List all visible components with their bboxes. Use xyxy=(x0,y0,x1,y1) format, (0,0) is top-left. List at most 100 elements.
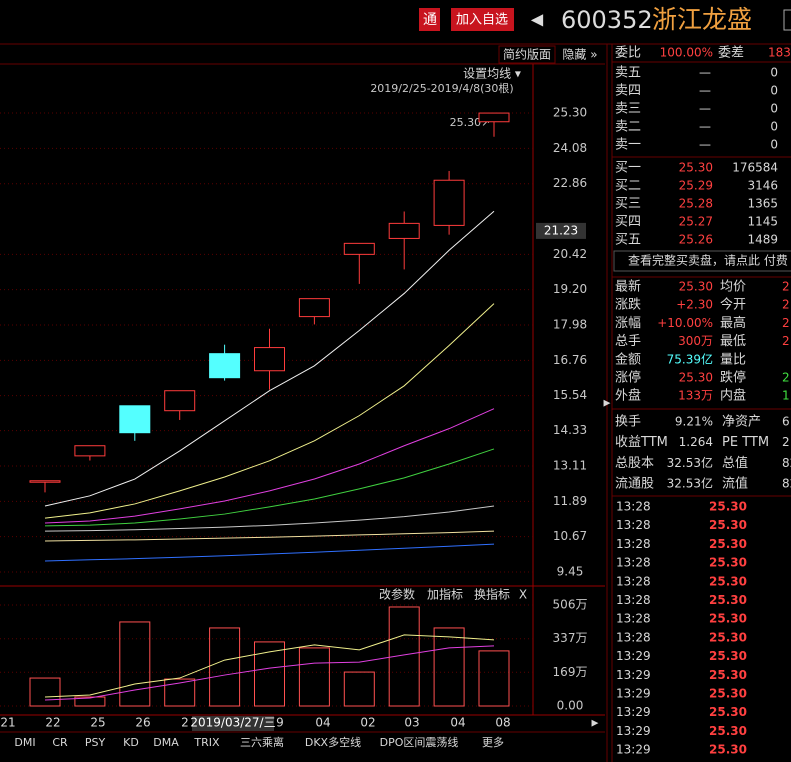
y-tick-label: 506万 xyxy=(553,597,588,611)
ma-line xyxy=(44,505,495,532)
indicator-tab[interactable]: PSY xyxy=(85,736,106,749)
y-tick-label: 11.89 xyxy=(553,494,587,508)
quote-label: 委比 xyxy=(615,46,641,61)
pane-button[interactable]: 换指标 xyxy=(474,587,510,602)
candle-body xyxy=(343,242,375,255)
x-tick-label: 22 xyxy=(45,716,60,730)
badge-bg[interactable] xyxy=(419,8,440,31)
badge[interactable]: 通 xyxy=(423,12,437,28)
book-price: 25.30 xyxy=(679,161,713,175)
scroll-arrow[interactable]: ▶ xyxy=(592,719,599,729)
stat-value: +2.30 xyxy=(676,298,713,312)
ma-button[interactable]: 设置均线 ▾ xyxy=(463,67,521,81)
stat-label: 均价 xyxy=(720,280,746,295)
volume-ma xyxy=(44,634,495,698)
stat-label: 量比 xyxy=(720,352,746,367)
info-value: 1.264 xyxy=(679,435,713,449)
add-button[interactable]: 加入自选 xyxy=(456,13,508,28)
pane-button[interactable]: 改参数 xyxy=(379,587,415,602)
book-price: 25.26 xyxy=(679,233,713,247)
indicator-tab[interactable]: KD xyxy=(123,736,139,749)
stat-label: 最新 xyxy=(615,279,641,295)
candle-body xyxy=(164,390,196,412)
info-label: 收益TTM xyxy=(615,435,668,450)
indicator-tab[interactable]: 更多 xyxy=(482,735,504,749)
tick-time: 13:29 xyxy=(616,687,651,701)
stat-value: +10.00% xyxy=(657,316,713,330)
info-value: 9.21% xyxy=(675,415,713,429)
back-arrow[interactable]: ◀ xyxy=(531,10,544,29)
book-label: 买五 xyxy=(615,233,641,248)
ma-line xyxy=(44,210,495,507)
x-tick-label: 2 xyxy=(181,716,189,730)
stat-value: 75.39亿 xyxy=(667,351,713,366)
info-value: 2 xyxy=(782,435,790,449)
y-tick-label: 13.11 xyxy=(553,459,587,473)
book-label: 买一 xyxy=(615,161,641,176)
stat-value: 25.30 xyxy=(679,371,713,385)
collapse-arrow[interactable]: ▶ xyxy=(604,399,611,409)
candle-body xyxy=(433,179,465,226)
stat-label: 涨跌 xyxy=(615,297,641,313)
volume-bar xyxy=(433,627,465,707)
y-tick-label: 14.33 xyxy=(553,423,587,437)
pane-button[interactable]: X xyxy=(519,588,527,602)
ma-line xyxy=(44,448,495,527)
indicator-tab[interactable]: DMI xyxy=(14,736,35,749)
info-value: 82 xyxy=(782,477,791,491)
stock-code: 600352 xyxy=(561,6,653,34)
y-tick-label: 9.45 xyxy=(557,564,584,578)
y-tick-label: 15.54 xyxy=(553,388,587,402)
book-price: — xyxy=(699,66,711,80)
info-label: 流通股 xyxy=(615,477,654,492)
book-label: 买二 xyxy=(615,179,641,194)
stat-label: 涨幅 xyxy=(615,316,641,331)
x-tick-label: 26 xyxy=(135,716,150,730)
toolbar-button[interactable]: 简约版面 xyxy=(503,47,551,62)
tick-price: 25.30 xyxy=(709,537,747,551)
full-book-link[interactable]: 查看完整买卖盘，请点此 付费 xyxy=(628,253,788,268)
volume-bar xyxy=(209,627,241,707)
tick-time: 13:29 xyxy=(616,705,651,719)
y-tick-label: 10.67 xyxy=(553,529,587,543)
y-tick-label: 25.30 xyxy=(553,106,587,120)
book-qty: 1365 xyxy=(747,197,778,211)
stat-label: 总手 xyxy=(615,334,641,349)
indicator-tab[interactable]: TRIX xyxy=(193,736,220,749)
x-tick-label: 04 xyxy=(450,716,465,730)
info-label: 总值 xyxy=(722,455,748,471)
stat-value: 1 xyxy=(782,389,790,403)
indicator-tab[interactable]: DKX多空线 xyxy=(305,735,361,749)
add-button-bg[interactable] xyxy=(451,8,514,31)
y-tick-label: 169万 xyxy=(553,665,588,679)
indicator-tab[interactable]: DPO区间震荡线 xyxy=(380,735,459,749)
book-label: 买三 xyxy=(615,197,641,212)
indicator-tab[interactable]: DMA xyxy=(153,736,179,749)
stat-label: 涨停 xyxy=(615,370,641,386)
tick-price: 25.30 xyxy=(709,612,747,626)
book-price: — xyxy=(699,102,711,116)
volume-bar xyxy=(254,641,285,707)
candle-body xyxy=(478,112,510,123)
info-value: 32.53亿 xyxy=(667,476,713,491)
info-label: 总股本 xyxy=(615,456,654,471)
y-tick-label: 19.20 xyxy=(553,282,587,296)
tick-time: 13:28 xyxy=(616,574,651,588)
tick-price: 25.30 xyxy=(709,518,747,532)
book-qty: 176584 xyxy=(732,161,778,175)
indicator-tab[interactable]: 三六乘离 xyxy=(240,735,284,749)
full-book-box[interactable] xyxy=(613,250,791,272)
indicator-tab[interactable]: CR xyxy=(52,736,68,749)
info-label: 净资产 xyxy=(722,415,761,430)
x-tick-label: 21 xyxy=(0,716,15,730)
toolbar-button[interactable]: 隐藏 » xyxy=(562,48,597,62)
stat-label: 今开 xyxy=(720,297,746,313)
x-tick-label: 04 xyxy=(315,716,330,730)
quote-value: 100.00% xyxy=(660,46,713,60)
pane-button[interactable]: 加指标 xyxy=(427,587,463,602)
tick-price: 25.30 xyxy=(709,556,747,570)
tick-price: 25.30 xyxy=(709,668,747,682)
info-value: 32.53亿 xyxy=(667,455,713,470)
